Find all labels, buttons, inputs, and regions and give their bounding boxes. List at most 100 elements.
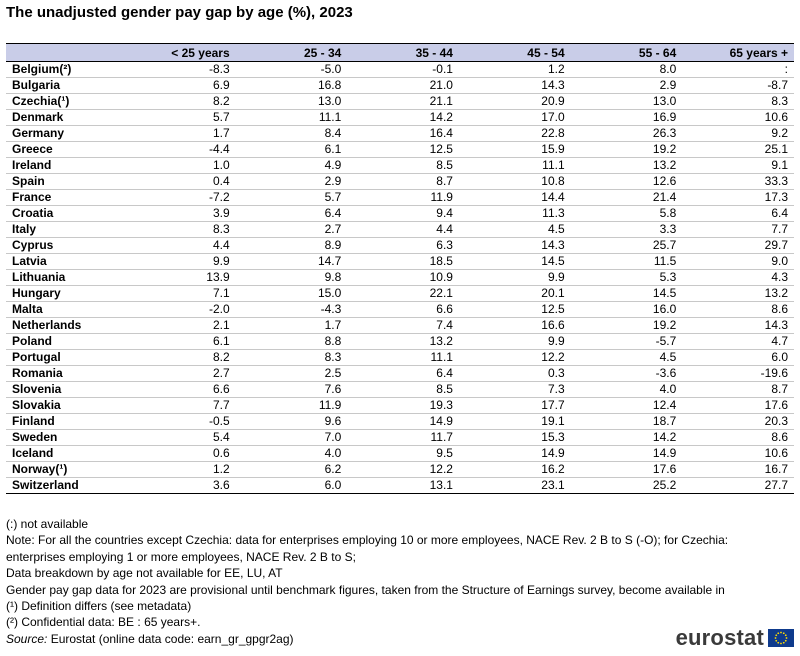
value-cell: 8.9 (235, 237, 348, 254)
value-cell: 15.0 (235, 285, 348, 302)
country-cell: Croatia (6, 205, 124, 222)
country-cell: Switzerland (6, 477, 124, 494)
table-row: Finland -0.5 9.6 14.9 19.1 18.7 20.3 (6, 413, 794, 430)
value-cell: 15.3 (458, 429, 571, 446)
country-cell: Iceland (6, 445, 124, 462)
country-cell: Sweden (6, 429, 124, 446)
value-cell: 16.8 (235, 77, 348, 94)
value-cell: 9.9 (458, 269, 571, 286)
flag-star (780, 642, 782, 645)
value-cell: 3.3 (570, 221, 683, 238)
value-cell: 13.9 (124, 269, 236, 286)
value-cell: 7.7 (124, 397, 236, 414)
flag-star (782, 632, 785, 635)
value-cell: 10.8 (458, 173, 571, 190)
value-cell: 9.6 (235, 413, 348, 430)
table-row: Malta -2.0 -4.3 6.6 12.5 16.0 8.6 (6, 301, 794, 318)
value-cell: 17.7 (458, 397, 571, 414)
value-cell: 1.7 (124, 125, 236, 142)
table-title: The unadjusted gender pay gap by age (%)… (6, 4, 353, 21)
value-cell: 16.4 (347, 125, 459, 142)
value-cell: 17.3 (682, 189, 794, 206)
value-cell: 10.6 (682, 445, 794, 462)
value-cell: 2.9 (570, 77, 683, 94)
value-cell: -5.7 (570, 333, 683, 350)
country-cell: Slovakia (6, 397, 124, 414)
value-cell: 16.6 (458, 317, 571, 334)
value-cell: 13.2 (347, 333, 459, 350)
flag-star (785, 637, 788, 639)
value-cell: 19.3 (347, 397, 459, 414)
value-cell: 5.4 (124, 429, 236, 446)
value-cell: 6.0 (235, 477, 348, 494)
country-cell: Malta (6, 301, 124, 318)
value-cell: 10.9 (347, 269, 459, 286)
table-row: Hungary 7.1 15.0 22.1 20.1 14.5 13.2 (6, 285, 794, 302)
table-row: Belgium(²) -8.3 -5.0 -0.1 1.2 8.0: (6, 61, 794, 78)
country-cell: Czechia(¹) (6, 93, 124, 110)
country-cell: Spain (6, 173, 124, 190)
value-cell: -5.0 (235, 61, 348, 78)
value-cell: 12.2 (458, 349, 571, 366)
value-cell: 8.0 (570, 61, 683, 78)
value-cell: 8.7 (347, 173, 459, 190)
footnote: Note: For all the countries except Czech… (6, 533, 729, 548)
value-cell: 9.4 (347, 205, 459, 222)
footnotes: (:) not available Note: For all the coun… (6, 516, 796, 647)
value-cell: 6.1 (235, 141, 348, 158)
value-cell: 14.5 (458, 253, 571, 270)
flag-star (780, 631, 782, 634)
value-cell: 19.2 (570, 141, 683, 158)
country-cell: Hungary (6, 285, 124, 302)
table-row: Poland 6.1 8.8 13.2 9.9 -5.7 4.7 (6, 333, 794, 350)
table-row: Netherlands 2.1 1.7 7.4 16.6 19.2 14.3 (6, 317, 794, 334)
value-cell: 5.7 (235, 189, 348, 206)
value-cell: 21.1 (347, 93, 459, 110)
value-cell: 11.1 (347, 349, 459, 366)
value-cell: 3.9 (124, 205, 236, 222)
table-row: Slovakia 7.7 11.9 19.3 17.7 12.4 17.6 (6, 397, 794, 414)
value-cell: 13.2 (682, 285, 794, 302)
value-cell: 14.9 (347, 413, 459, 430)
column-header: 65 years + (682, 43, 794, 62)
value-cell: 11.3 (458, 205, 571, 222)
table-row: Spain 0.4 2.9 8.7 10.8 12.6 33.3 (6, 173, 794, 190)
value-cell: 8.3 (235, 349, 348, 366)
source-text: Eurostat (online data code: earn_gr_gpgr… (47, 631, 294, 646)
table-row: Latvia 9.9 14.7 18.5 14.5 11.5 9.0 (6, 253, 794, 270)
table-row: Slovenia 6.6 7.6 8.5 7.3 4.0 8.7 (6, 381, 794, 398)
country-cell: Denmark (6, 109, 124, 126)
value-cell: 7.4 (347, 317, 459, 334)
value-cell: 25.2 (570, 477, 683, 494)
header-corner (6, 43, 124, 62)
value-cell: 5.8 (570, 205, 683, 222)
value-cell: 8.6 (682, 301, 794, 318)
value-cell: 1.2 (458, 61, 571, 78)
value-cell: 7.6 (235, 381, 348, 398)
value-cell: -4.4 (124, 141, 236, 158)
country-cell: Lithuania (6, 269, 124, 286)
value-cell: 4.3 (682, 269, 794, 286)
table-row: Croatia 3.9 6.4 9.4 11.3 5.8 6.4 (6, 205, 794, 222)
table-row: Iceland 0.6 4.0 9.5 14.9 14.9 10.6 (6, 445, 794, 462)
value-cell: 2.9 (235, 173, 348, 190)
value-cell: 9.1 (682, 157, 794, 174)
value-cell: 0.6 (124, 445, 236, 462)
value-cell: 25.1 (682, 141, 794, 158)
value-cell: 8.4 (235, 125, 348, 142)
value-cell: 18.7 (570, 413, 683, 430)
value-cell: 6.4 (682, 205, 794, 222)
value-cell: 8.3 (682, 93, 794, 110)
table-row: France -7.2 5.7 11.9 14.4 21.4 17.3 (6, 189, 794, 206)
value-cell: 8.6 (682, 429, 794, 446)
country-cell: Ireland (6, 157, 124, 174)
value-cell: 25.7 (570, 237, 683, 254)
country-cell: Bulgaria (6, 77, 124, 94)
value-cell: 0.3 (458, 365, 571, 382)
country-cell: Cyprus (6, 237, 124, 254)
flag-star (775, 634, 778, 637)
value-cell: 7.7 (682, 221, 794, 238)
eurostat-logo: eurostat (676, 625, 794, 651)
value-cell: 9.9 (124, 253, 236, 270)
value-cell: 3.6 (124, 477, 236, 494)
